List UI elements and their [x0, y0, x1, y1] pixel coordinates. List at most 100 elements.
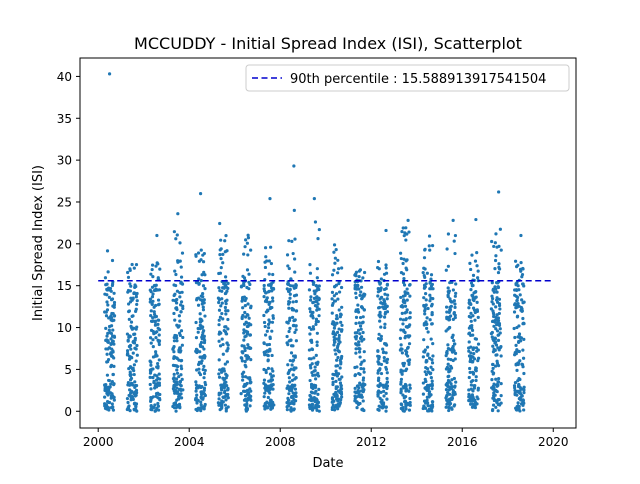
data-point	[111, 395, 116, 399]
data-point	[197, 367, 201, 371]
data-point	[223, 239, 227, 243]
data-point	[450, 397, 454, 401]
data-point	[291, 315, 295, 319]
data-point	[244, 329, 248, 333]
data-point	[104, 314, 109, 318]
data-point	[422, 256, 427, 260]
data-point	[452, 376, 456, 381]
data-point	[179, 384, 183, 388]
data-point	[172, 401, 176, 406]
data-point	[262, 341, 266, 346]
data-point	[474, 375, 478, 379]
data-point	[468, 302, 472, 306]
data-point	[202, 364, 206, 368]
data-point	[407, 362, 411, 366]
data-point	[156, 338, 160, 342]
data-point	[330, 400, 334, 404]
data-point	[497, 297, 502, 301]
data-point	[493, 258, 498, 263]
data-point	[400, 351, 404, 355]
data-point	[377, 376, 381, 380]
data-point	[134, 383, 139, 388]
data-point	[490, 330, 494, 335]
data-point	[429, 376, 433, 380]
data-point	[361, 315, 365, 319]
data-point	[246, 233, 250, 237]
data-point	[290, 383, 294, 387]
data-point	[469, 387, 473, 391]
data-point	[491, 371, 496, 375]
data-point	[401, 280, 406, 285]
data-point	[293, 387, 298, 391]
data-point	[491, 407, 495, 412]
data-point	[444, 396, 448, 400]
y-tick-label: 20	[57, 237, 72, 251]
data-point	[292, 407, 296, 411]
data-point	[179, 392, 183, 396]
data-point	[522, 391, 526, 395]
data-point	[173, 269, 177, 273]
data-point	[522, 385, 526, 389]
data-point	[105, 373, 110, 377]
data-point	[515, 406, 520, 410]
data-point	[294, 339, 298, 343]
data-point	[359, 389, 364, 393]
data-point	[266, 308, 270, 312]
data-point	[496, 409, 500, 413]
data-point	[244, 320, 248, 324]
data-point	[495, 399, 499, 403]
data-point	[399, 377, 404, 381]
data-point	[202, 347, 206, 351]
data-point	[354, 315, 359, 319]
data-point	[125, 396, 130, 401]
data-point	[291, 284, 295, 288]
data-point	[362, 270, 367, 275]
data-point	[446, 264, 450, 268]
data-point	[469, 358, 473, 362]
data-point	[202, 388, 206, 392]
data-point	[359, 327, 363, 331]
data-point	[293, 383, 297, 387]
data-point	[244, 238, 248, 242]
data-point	[310, 347, 314, 351]
data-point	[242, 338, 246, 342]
data-point	[522, 322, 526, 326]
data-point	[219, 256, 223, 261]
data-point	[153, 373, 157, 377]
data-point	[333, 261, 337, 265]
data-point	[339, 356, 343, 360]
data-point	[338, 401, 342, 406]
data-point	[148, 369, 153, 373]
data-point	[492, 324, 496, 328]
data-point	[379, 295, 384, 299]
data-point	[377, 357, 381, 361]
data-point	[489, 307, 493, 311]
data-point	[446, 357, 450, 361]
data-point	[429, 277, 433, 281]
data-point	[243, 363, 247, 367]
data-point	[289, 344, 294, 348]
data-point	[222, 328, 226, 333]
data-point	[337, 308, 341, 312]
data-point	[226, 317, 230, 322]
data-point	[294, 376, 298, 380]
data-point	[332, 250, 336, 254]
data-point	[112, 303, 116, 307]
data-point	[285, 334, 289, 339]
data-point	[262, 289, 267, 293]
data-point	[246, 398, 250, 402]
data-point	[271, 374, 275, 378]
data-point	[385, 376, 389, 381]
data-point	[178, 259, 182, 263]
data-point	[330, 297, 334, 301]
data-point	[270, 400, 275, 404]
data-point	[353, 285, 357, 290]
data-point	[385, 397, 389, 401]
data-point	[107, 72, 112, 76]
data-point	[452, 239, 456, 243]
data-point	[475, 395, 479, 399]
data-point	[247, 376, 251, 380]
data-point	[224, 407, 229, 411]
data-point	[218, 344, 223, 348]
